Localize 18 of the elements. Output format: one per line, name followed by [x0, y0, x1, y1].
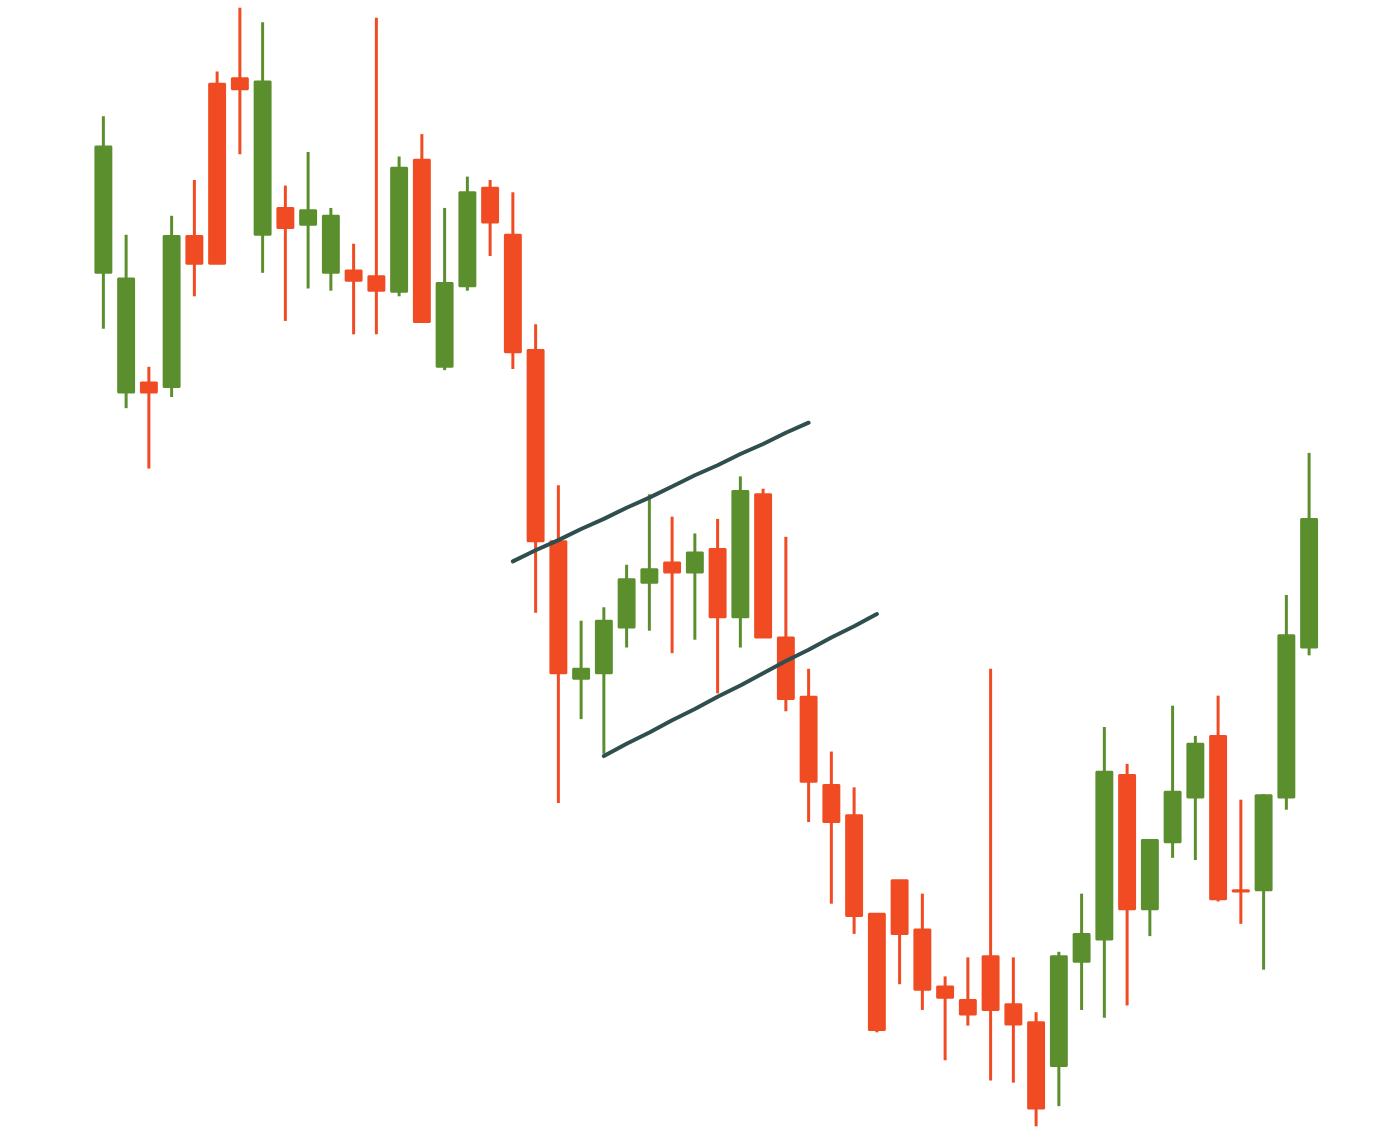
candlestick — [958, 955, 977, 1028]
candlestick — [640, 492, 659, 633]
candlestick — [663, 515, 682, 655]
candlestick — [936, 974, 955, 1062]
candlestick — [230, 6, 249, 156]
candlestick — [481, 178, 500, 258]
candlestick — [685, 531, 704, 642]
candlestick — [1072, 892, 1091, 1012]
candlestick — [344, 242, 363, 336]
candlestick — [139, 365, 158, 471]
candlestick — [572, 619, 591, 721]
candlestick — [1004, 955, 1023, 1085]
candlestick — [276, 184, 295, 323]
candlestick — [367, 16, 386, 336]
candlestick — [1231, 798, 1250, 926]
candlestick — [299, 150, 318, 290]
candlestick — [822, 750, 841, 906]
candlestick — [185, 178, 204, 298]
